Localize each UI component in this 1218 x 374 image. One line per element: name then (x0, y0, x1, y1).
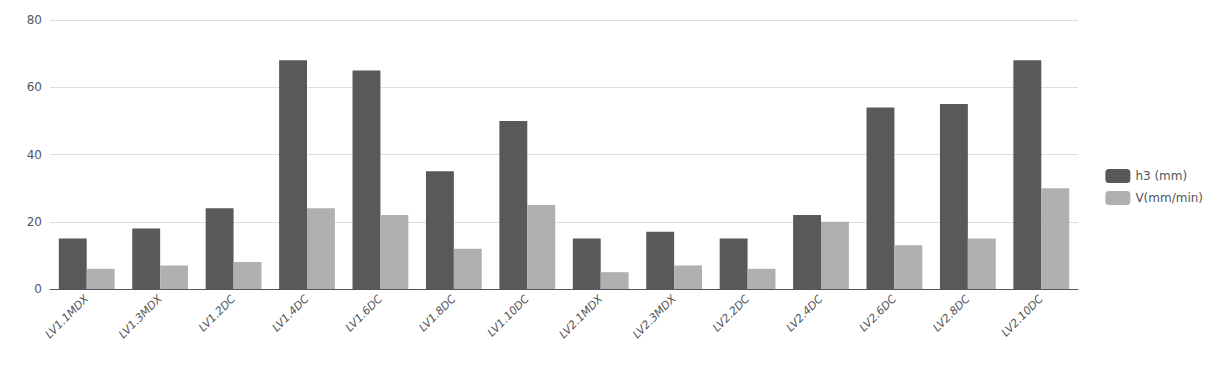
svg-text:LV1.4DC: LV1.4DC (270, 292, 312, 334)
svg-text:20: 20 (27, 215, 42, 229)
svg-text:LV2.10DC: LV2.10DC (999, 292, 1046, 339)
svg-text:LV1.10DC: LV1.10DC (485, 292, 532, 339)
svg-text:40: 40 (27, 148, 42, 162)
svg-text:LV2.6DC: LV2.6DC (857, 292, 899, 334)
svg-text:LV1.8DC: LV1.8DC (416, 292, 458, 334)
svg-text:LV1.2DC: LV1.2DC (196, 292, 238, 334)
svg-text:LV2.2DC: LV2.2DC (710, 292, 752, 334)
svg-text:V(mm/min): V(mm/min) (1135, 191, 1203, 205)
svg-text:60: 60 (27, 80, 42, 94)
svg-text:LV2.8DC: LV2.8DC (930, 292, 972, 334)
svg-text:LV2.4DC: LV2.4DC (784, 292, 826, 334)
svg-text:LV1.3MDX: LV1.3MDX (116, 292, 165, 341)
svg-text:LV2.3MDX: LV2.3MDX (630, 292, 679, 341)
svg-text:0: 0 (34, 282, 42, 296)
svg-text:LV1.1MDX: LV1.1MDX (43, 292, 92, 341)
svg-text:80: 80 (27, 13, 42, 27)
svg-text:h3 (mm): h3 (mm) (1135, 169, 1187, 183)
svg-text:LV2.1MDX: LV2.1MDX (557, 292, 606, 341)
svg-text:LV1.6DC: LV1.6DC (343, 292, 385, 334)
